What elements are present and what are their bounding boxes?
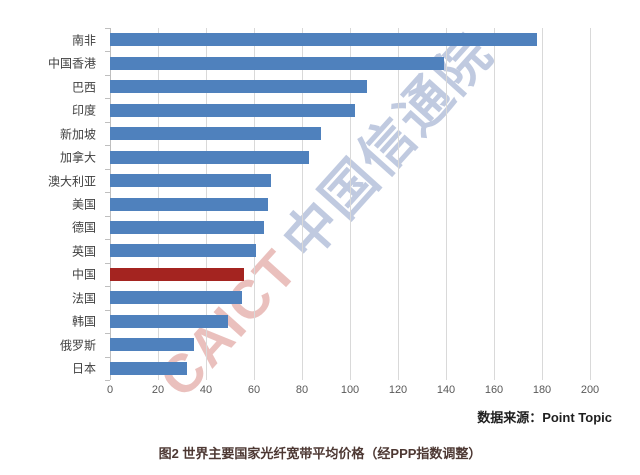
y-tick-mark [105,380,110,381]
category-label: 美国 [71,197,96,212]
x-tick-label: 120 [388,384,408,396]
category-label: 法国 [71,291,96,306]
y-tick-mark [105,145,110,147]
bar [110,103,355,117]
x-tick-label: 0 [106,384,114,396]
x-tick-label: 80 [295,384,309,396]
x-tick-label: 40 [199,384,213,396]
bar [110,127,322,141]
category-label: 俄罗斯 [59,338,96,353]
category-label: 加拿大 [59,150,96,165]
y-tick-mark [105,51,110,53]
category-label: 中国 [71,267,96,282]
bar [110,197,269,211]
x-tick-label: 100 [340,384,360,396]
x-tick-label: 180 [532,384,552,396]
category-label: 中国香港 [47,56,96,71]
x-axis: 0 20 40 60 80 100 120 140 160 180 200 [106,384,599,400]
gridline [494,28,495,380]
category-axis: 南非中国香港巴西印度新加坡加拿大澳大利亚美国德国英国中国法国韩国俄罗斯日本 [0,28,104,380]
y-tick-mark [105,168,110,170]
category-label: 新加坡 [59,127,96,142]
bar [110,361,187,375]
y-tick-mark [105,356,110,358]
category-label: 澳大利亚 [47,174,96,189]
category-label: 印度 [71,103,96,118]
category-label: 日本 [71,361,96,376]
gridline [350,28,351,380]
y-tick-mark [105,192,110,194]
bar [110,244,257,258]
data-source-label: 数据来源：Point Topic [477,410,612,425]
y-tick-mark [105,333,110,335]
bar [110,33,538,47]
bar [110,80,367,94]
bar [110,220,264,234]
gridline [446,28,447,380]
category-label: 德国 [71,220,96,235]
category-label: 英国 [71,244,96,259]
y-tick-mark [105,74,110,76]
x-tick-label: 140 [436,384,456,396]
gridline [302,28,303,380]
category-label: 巴西 [71,80,96,95]
y-tick-mark [105,121,110,123]
x-tick-label: 200 [580,384,600,396]
y-tick-mark [105,286,110,288]
gridline [398,28,399,380]
bar [110,314,228,328]
x-tick-label: 160 [484,384,504,396]
x-tick-label: 60 [247,384,261,396]
y-tick-mark [105,215,110,217]
category-label: 南非 [71,33,96,48]
y-tick-mark [105,309,110,311]
figure-caption: 图2 世界主要国家光纤宽带平均价格（经PPP指数调整） [158,446,482,461]
bar [110,174,271,188]
category-label: 韩国 [71,314,96,329]
y-tick-mark [105,262,110,264]
bar [110,338,194,352]
gridline [542,28,543,380]
bar [110,291,242,305]
bar [110,150,310,164]
y-tick-mark [105,239,110,241]
y-tick-mark [105,28,110,29]
bar-highlight [110,267,245,281]
bar [110,56,444,70]
gridline [590,28,591,380]
x-tick-label: 20 [151,384,165,396]
plot-area [105,28,591,381]
y-tick-mark [105,98,110,100]
